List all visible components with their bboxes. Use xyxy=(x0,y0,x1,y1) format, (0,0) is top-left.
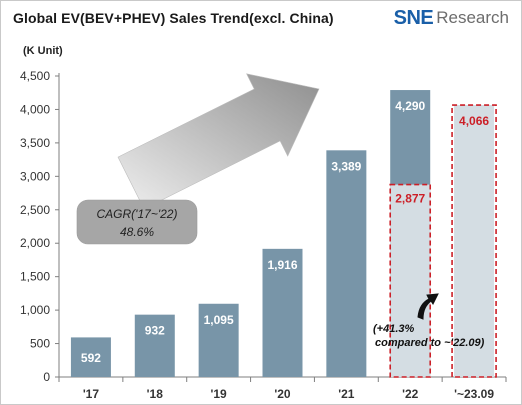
bar xyxy=(262,248,303,377)
growth-note-line2: compared to ~'22.09) xyxy=(375,337,485,349)
y-tick-label: 3,500 xyxy=(20,136,50,150)
cagr-box xyxy=(76,199,198,245)
x-tick-label: '19 xyxy=(211,387,228,401)
x-tick-label: '17 xyxy=(83,387,100,401)
x-tick-label: '21 xyxy=(338,387,355,401)
bar xyxy=(134,314,175,377)
bar-value-label: 1,095 xyxy=(204,313,234,327)
cagr-value: 48.6% xyxy=(120,225,154,239)
y-tick-label: 2,000 xyxy=(20,236,50,250)
bar-value-label: 1,916 xyxy=(267,258,297,272)
x-tick-label: '20 xyxy=(274,387,291,401)
forecast-bar-outline xyxy=(451,104,497,378)
y-tick-label: 1,500 xyxy=(20,270,50,284)
y-tick-label: 3,000 xyxy=(20,169,50,183)
cagr-label: CAGR('17~'22) xyxy=(97,207,178,221)
y-tick-label: 4,500 xyxy=(20,69,50,83)
comparison-bar-highlight xyxy=(389,183,432,378)
logo-sne: SNE xyxy=(393,6,434,29)
x-tick-label: '18 xyxy=(147,387,164,401)
y-tick-label: 4,000 xyxy=(20,102,50,116)
unit-label: (K Unit) xyxy=(23,45,63,57)
chart-title: Global EV(BEV+PHEV) Sales Trend(excl. Ch… xyxy=(13,10,334,26)
bar xyxy=(198,303,239,377)
bar-value-label: 3,389 xyxy=(331,159,361,173)
y-tick-label: 0 xyxy=(43,370,50,384)
bar-value-label: 932 xyxy=(145,324,165,338)
growth-curved-arrow-icon xyxy=(417,293,439,320)
x-tick-label: '~23.09 xyxy=(454,387,494,401)
bar-forecast xyxy=(454,105,495,377)
growth-arrow-icon xyxy=(117,73,320,210)
x-tick-label: '22 xyxy=(402,387,419,401)
bar-value-label: 592 xyxy=(81,351,101,365)
forecast-value-label: 4,066 xyxy=(459,114,489,128)
comparison-value-label: 2,877 xyxy=(395,192,425,206)
y-tick-label: 2,500 xyxy=(20,203,50,217)
logo-research: Research xyxy=(436,8,509,27)
y-tick-label: 1,000 xyxy=(20,303,50,317)
y-tick-label: 500 xyxy=(30,337,50,351)
bar xyxy=(326,150,367,377)
growth-note-line1: (+41.3% xyxy=(373,323,414,335)
bar-value-label: 4,290 xyxy=(395,99,425,113)
bar xyxy=(70,337,111,377)
sne-research-logo: SNE Research xyxy=(394,5,509,31)
